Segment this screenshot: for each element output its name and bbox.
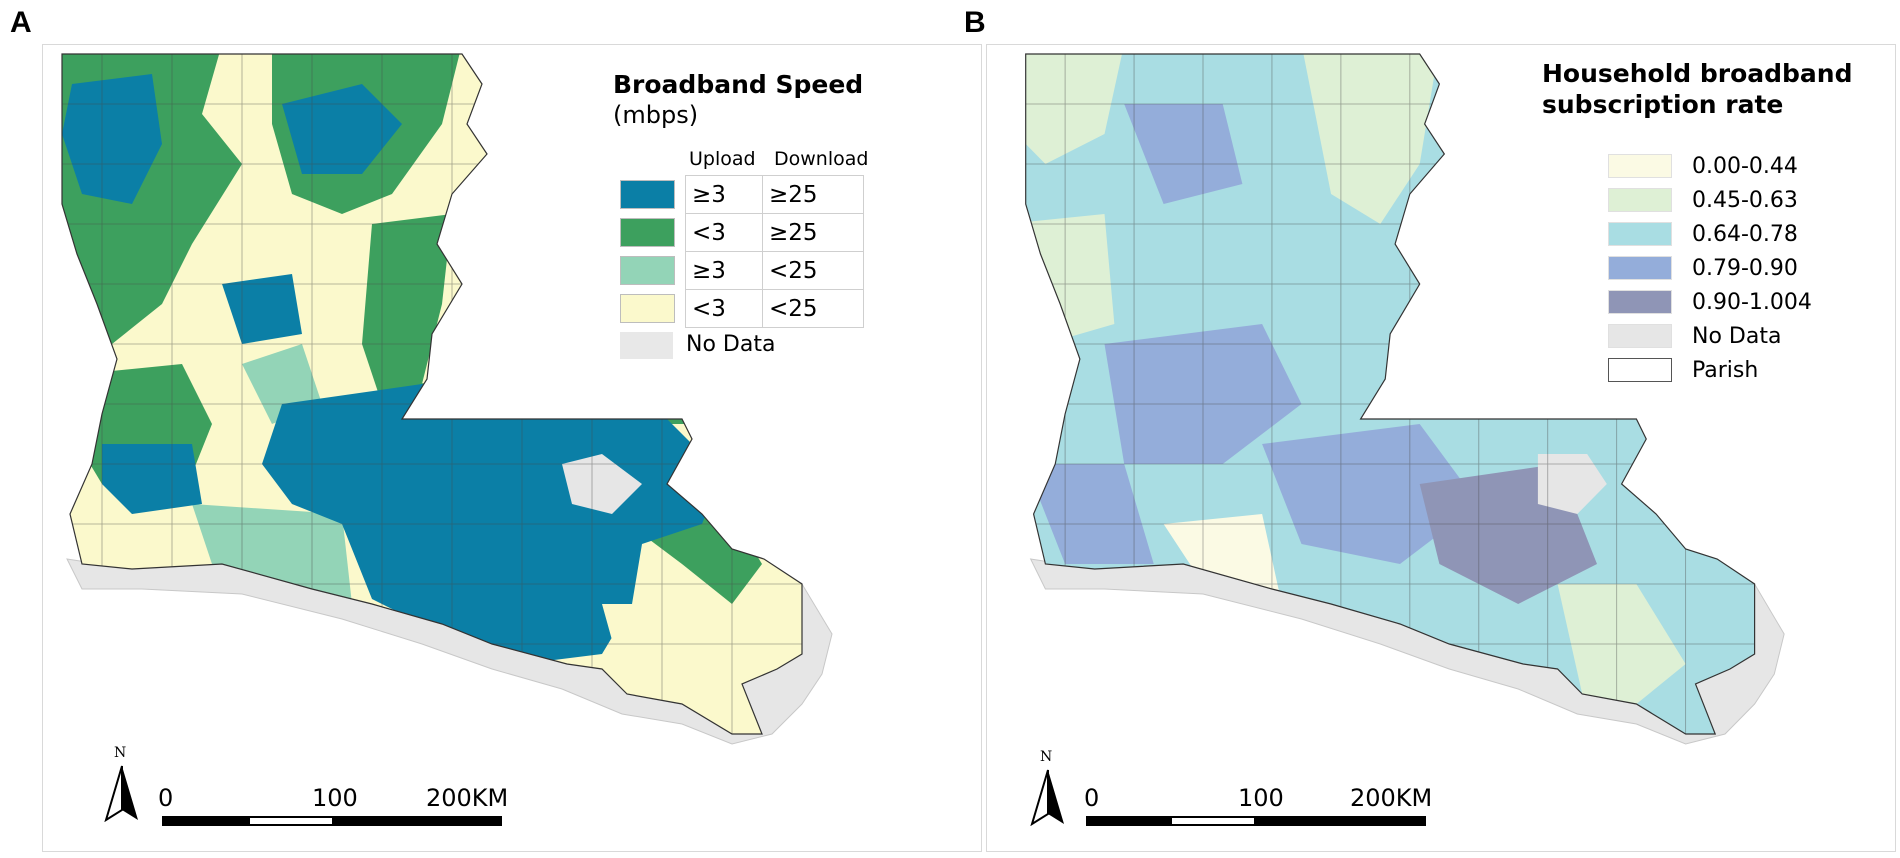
legend-a-row: <3 <25 — [620, 289, 864, 328]
legend-a-upload-value: ≥3 — [685, 175, 763, 214]
legend-a-swatch — [620, 180, 675, 209]
legend-b-swatch — [1608, 154, 1672, 178]
legend-a-row: ≥3 <25 — [620, 251, 864, 290]
lake-no-data — [562, 454, 642, 514]
region-b-south-yellow — [1163, 514, 1282, 604]
state-outline-a — [61, 53, 803, 735]
legend-b-label: Parish — [1692, 357, 1759, 383]
legend-a-title: Broadband Speed — [613, 70, 864, 99]
north-label-b: N — [1040, 749, 1053, 765]
legend-a-col-download: Download — [774, 148, 869, 170]
legend-b-label: 0.00-0.44 — [1692, 153, 1798, 179]
legend-b-swatch — [1608, 222, 1672, 246]
legend-b-label: No Data — [1692, 323, 1782, 349]
region-b-north — [1124, 104, 1243, 204]
legend-b-swatch — [1608, 324, 1672, 348]
legend-a-swatch — [620, 256, 675, 285]
legend-a-swatch — [620, 294, 675, 323]
legend-b-class: Parish — [1608, 357, 1758, 383]
legend-b-label: 0.79-0.90 — [1692, 255, 1798, 281]
scale-bar-a — [162, 816, 502, 826]
region-b-w-light — [1025, 214, 1115, 344]
scale-a-200: 200KM — [426, 784, 509, 812]
region-b-baton-rouge — [1262, 424, 1479, 564]
region-b-sw — [1025, 464, 1154, 564]
legend-b-class: 0.79-0.90 — [1608, 255, 1798, 281]
legend-b-class: 0.90-1.004 — [1608, 289, 1812, 315]
region-blue-lakecharles — [102, 444, 202, 514]
north-arrow-b-icon — [1030, 769, 1064, 826]
legend-b-class: No Data — [1608, 323, 1781, 349]
legend-b-swatch — [1608, 358, 1672, 382]
scale-b-200: 200KM — [1350, 784, 1433, 812]
legend-b-title-1: Household broadband — [1542, 59, 1853, 88]
legend-b-label: 0.64-0.78 — [1692, 221, 1798, 247]
region-blue-shreveport — [62, 74, 162, 204]
legend-a-table: ≥3 ≥25 <3 ≥25 ≥3 <25 <3 <25 — [620, 175, 864, 328]
region-green-e — [362, 214, 452, 404]
legend-b-class: 0.45-0.63 — [1608, 187, 1798, 213]
legend-a-nodata-label: No Data — [686, 332, 776, 357]
legend-a-download-value: <25 — [762, 251, 864, 290]
scale-a-100: 100 — [312, 784, 358, 812]
legend-b-class: 0.64-0.78 — [1608, 221, 1798, 247]
legend-b-swatch — [1608, 290, 1672, 314]
legend-b-label: 0.45-0.63 — [1692, 187, 1798, 213]
scale-b-0: 0 — [1084, 784, 1100, 812]
legend-a-download-value: ≥25 — [762, 175, 864, 214]
legend-b-swatch — [1608, 188, 1672, 212]
scale-a-0: 0 — [158, 784, 174, 812]
panel-a-letter: A — [10, 6, 32, 39]
region-yellow-se — [602, 604, 742, 724]
scale-b-100: 100 — [1238, 784, 1284, 812]
legend-a-swatch — [620, 218, 675, 247]
legend-b-class: 0.00-0.44 — [1608, 153, 1798, 179]
legend-a-upload-value: <3 — [685, 289, 763, 328]
legend-a-upload-value: <3 — [685, 213, 763, 252]
legend-b-title-2: subscription rate — [1542, 90, 1784, 119]
legend-b-swatch — [1608, 256, 1672, 280]
panel-b-letter: B — [964, 6, 986, 39]
lake-no-data-b — [1537, 454, 1607, 514]
region-b-ne-light — [1301, 54, 1440, 224]
legend-a-download-value: ≥25 — [762, 213, 864, 252]
legend-a-download-value: <25 — [762, 289, 864, 328]
north-arrow-a-icon — [104, 765, 138, 822]
legend-a-nodata-swatch — [620, 332, 673, 359]
legend-a-col-upload: Upload — [689, 148, 756, 170]
legend-a-row: <3 ≥25 — [620, 213, 864, 252]
north-label-a: N — [114, 745, 127, 761]
legend-a-subtitle: (mbps) — [613, 101, 699, 129]
legend-a-upload-value: ≥3 — [685, 251, 763, 290]
legend-b-label: 0.90-1.004 — [1692, 289, 1812, 315]
state-outline-b — [1025, 53, 1756, 735]
scale-bar-b — [1086, 816, 1426, 826]
legend-a-row: ≥3 ≥25 — [620, 175, 864, 214]
